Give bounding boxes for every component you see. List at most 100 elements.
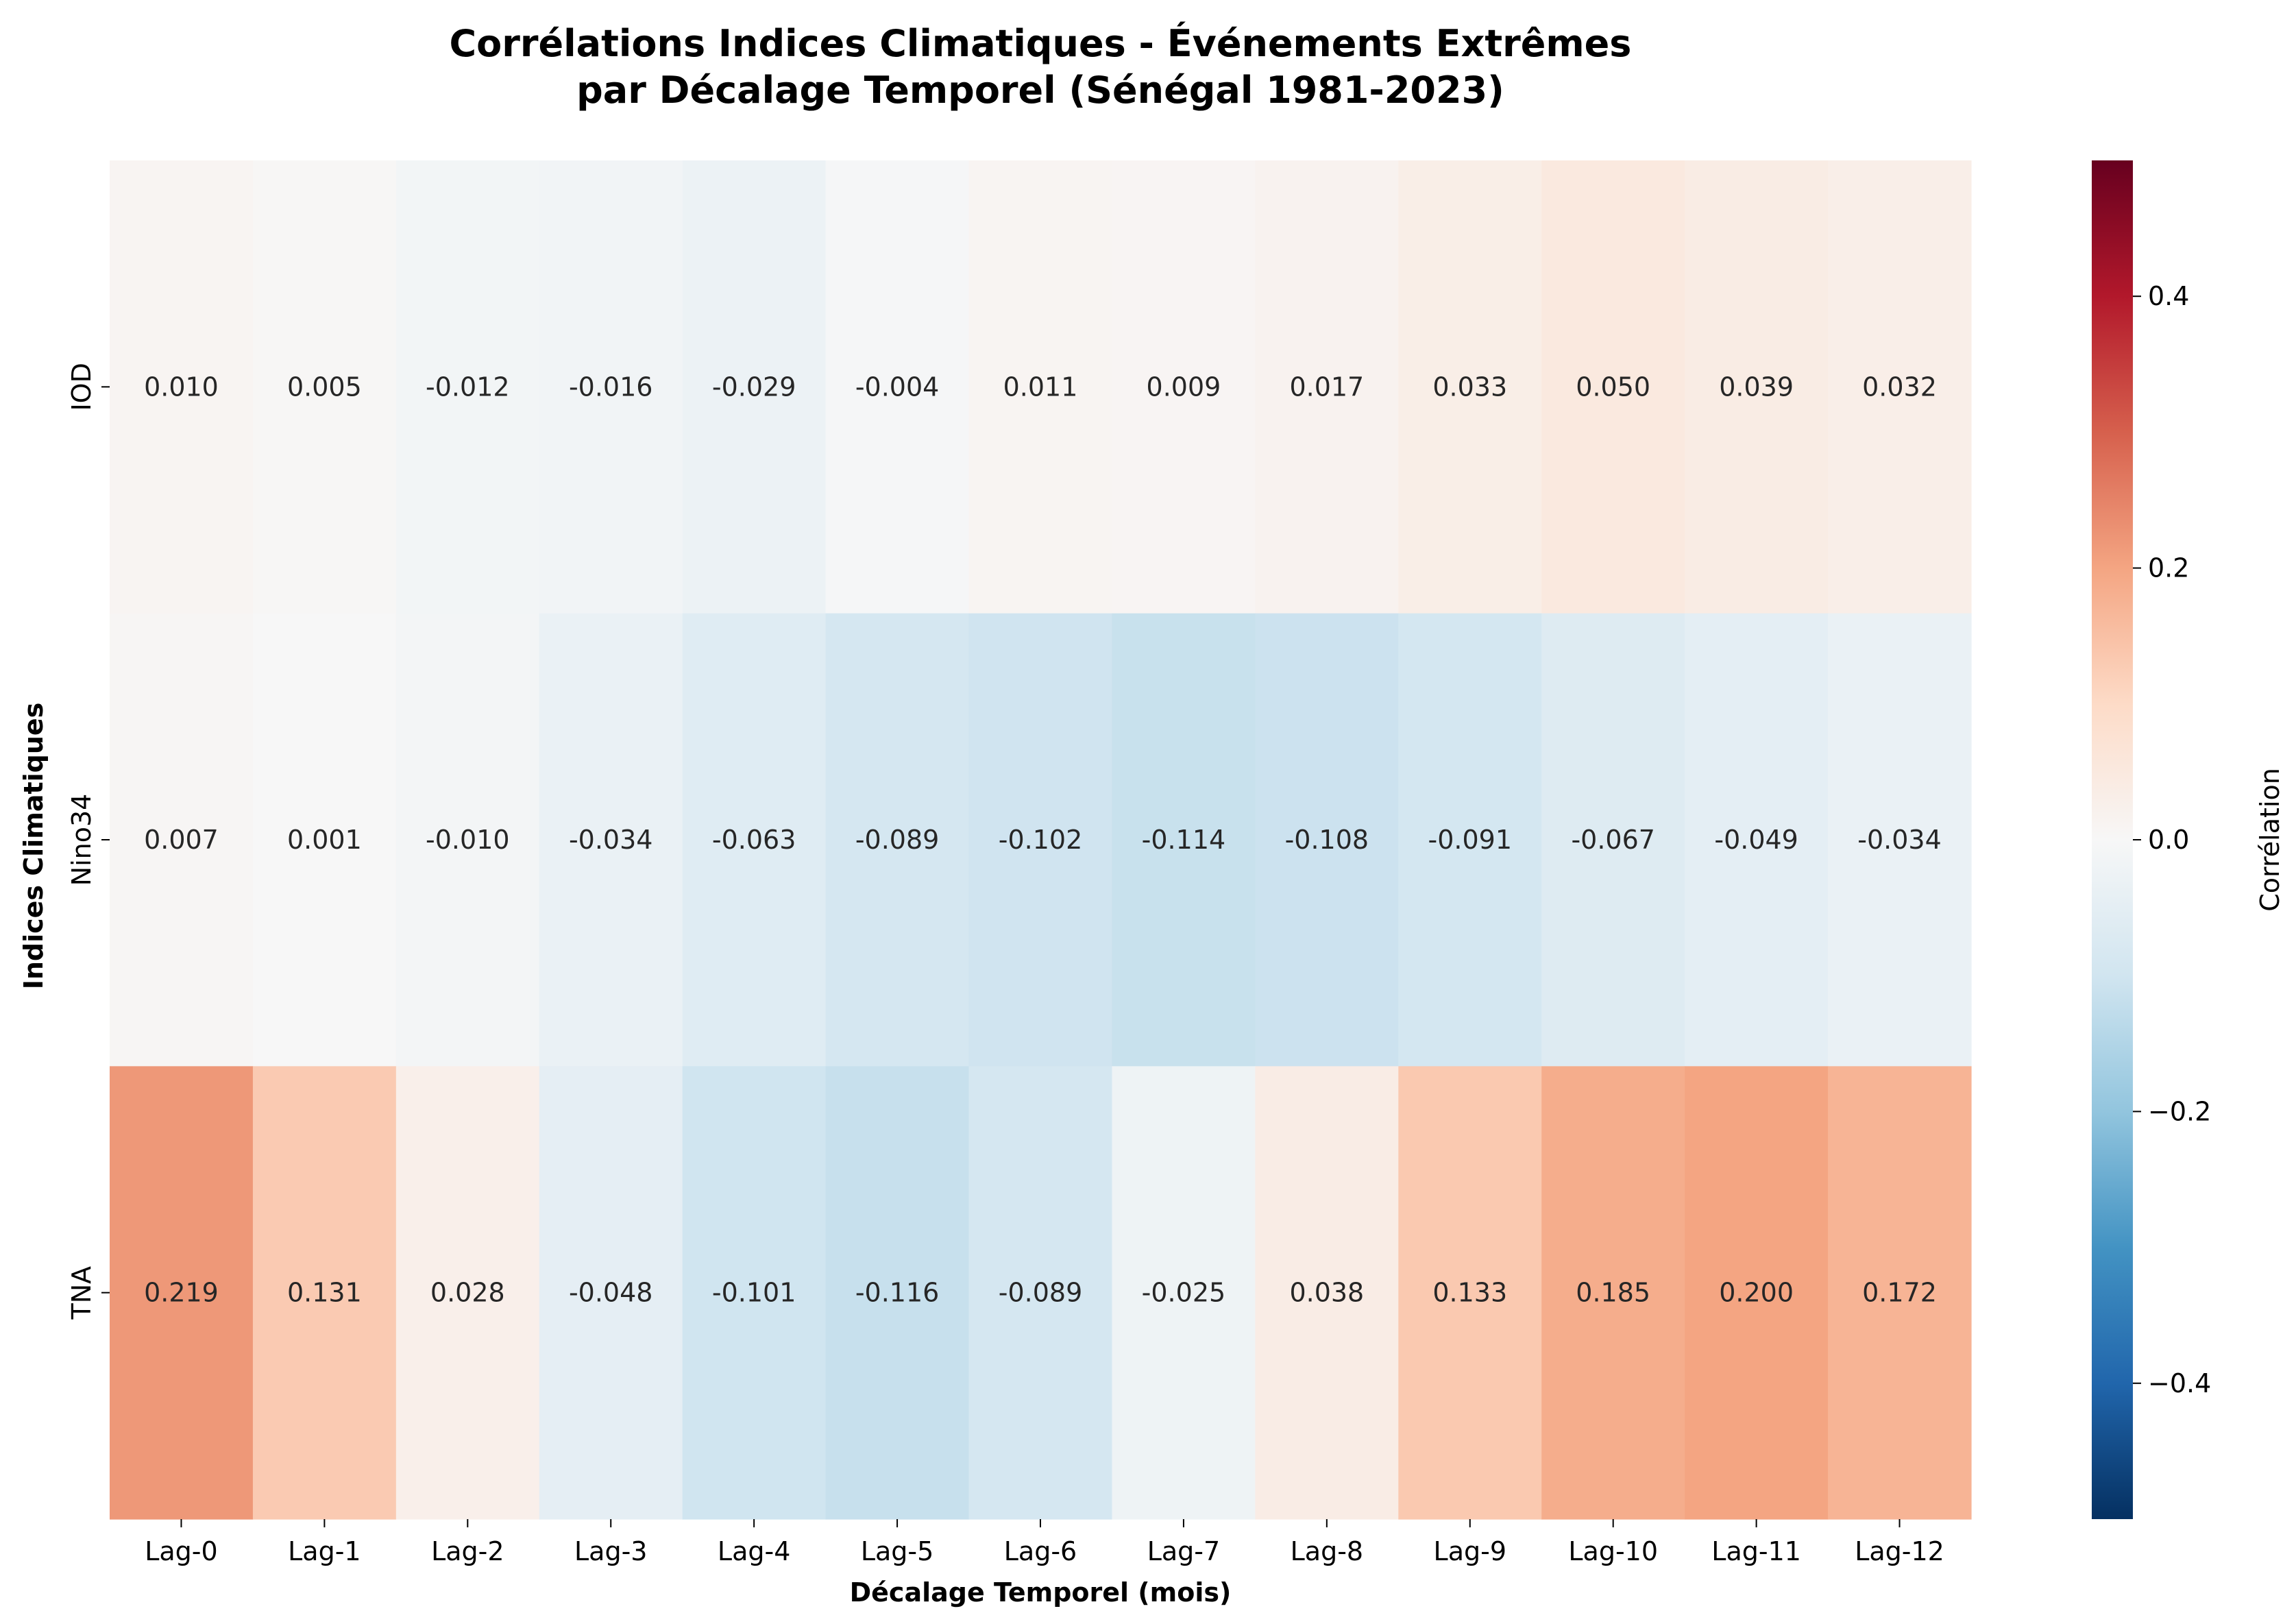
heatmap-annotations: 0.010 0.005 -0.012 -0.016 -0.029 -0.004 0.011 0… bbox=[144, 372, 1942, 1307]
heatmap-cell-nino34-lag-12 bbox=[1828, 613, 1972, 1067]
cell-value-label: 0.005 bbox=[287, 372, 362, 402]
heatmap-cell-tna-lag-6 bbox=[968, 1066, 1113, 1520]
x-tick-label: Lag-6 bbox=[1004, 1536, 1077, 1566]
colorbar-ticks: 0.4 0.2 0.0 −0.2 −0.4 bbox=[2133, 281, 2211, 1398]
y-tick-label: IOD bbox=[66, 363, 97, 411]
chart-title-line-2: par Décalage Temporel (Sénégal 1981-2023… bbox=[576, 69, 1504, 112]
chart-title-line-1: Corrélations Indices Climatiques - Événe… bbox=[450, 22, 1632, 65]
cell-value-label: -0.049 bbox=[1714, 825, 1798, 855]
cell-value-label: -0.025 bbox=[1142, 1278, 1226, 1308]
heatmap-cell-iod-lag-6 bbox=[968, 160, 1113, 614]
heatmap-cell-tna-lag-1 bbox=[252, 1066, 397, 1520]
cell-value-label: -0.102 bbox=[999, 825, 1083, 855]
heatmap-cell-nino34-lag-1 bbox=[252, 613, 397, 1067]
cell-value-label: -0.089 bbox=[855, 825, 940, 855]
cell-value-label: -0.063 bbox=[712, 825, 796, 855]
heatmap-cell-nino34-lag-2 bbox=[395, 613, 540, 1067]
x-tick-label: Lag-5 bbox=[861, 1536, 933, 1566]
cell-value-label: -0.067 bbox=[1571, 825, 1655, 855]
cell-value-label: 0.172 bbox=[1862, 1278, 1937, 1308]
cell-value-label: 0.033 bbox=[1432, 372, 1507, 402]
cell-value-label: 0.028 bbox=[430, 1278, 505, 1308]
colorbar-gradient bbox=[2092, 160, 2133, 1519]
cell-value-label: -0.108 bbox=[1285, 825, 1369, 855]
heatmap-cell-iod-lag-3 bbox=[539, 160, 683, 614]
heatmap-cell-nino34-lag-0 bbox=[110, 613, 254, 1067]
x-tick-label: Lag-0 bbox=[145, 1536, 217, 1566]
cell-value-label: 0.039 bbox=[1719, 372, 1794, 402]
heatmap-cell-nino34-lag-6 bbox=[968, 613, 1113, 1067]
colorbar-tick-label: 0.0 bbox=[2148, 825, 2189, 855]
x-tick-label: Lag-11 bbox=[1711, 1536, 1801, 1566]
heatmap-cell-tna-lag-0 bbox=[110, 1066, 254, 1520]
x-tick-label: Lag-9 bbox=[1434, 1536, 1506, 1566]
x-tick-label: Lag-7 bbox=[1147, 1536, 1220, 1566]
x-axis: Lag-0 Lag-1 Lag-2 Lag-3 Lag-4 Lag-5 Lag-6 Lag-7… bbox=[145, 1519, 1944, 1566]
colorbar: 0.4 0.2 0.0 −0.2 −0.4 Corrélation bbox=[2092, 160, 2285, 1519]
cell-value-label: -0.034 bbox=[569, 825, 653, 855]
x-tick-label: Lag-8 bbox=[1291, 1536, 1363, 1566]
heatmap-cell-iod-lag-2 bbox=[395, 160, 540, 614]
cell-value-label: -0.101 bbox=[712, 1278, 796, 1308]
cell-value-label: -0.034 bbox=[1857, 825, 1942, 855]
cell-value-label: 0.219 bbox=[144, 1278, 219, 1308]
cell-value-label: -0.091 bbox=[1428, 825, 1513, 855]
heatmap-cell-iod-lag-5 bbox=[825, 160, 970, 614]
colorbar-label: Corrélation bbox=[2255, 768, 2285, 912]
cell-value-label: -0.116 bbox=[855, 1278, 940, 1308]
cell-value-label: 0.200 bbox=[1719, 1278, 1794, 1308]
cell-value-label: -0.029 bbox=[712, 372, 796, 402]
heatmap-cells bbox=[110, 160, 1972, 1520]
cell-value-label: 0.017 bbox=[1289, 372, 1364, 402]
heatmap-cell-iod-lag-11 bbox=[1685, 160, 1829, 614]
heatmap-cell-iod-lag-8 bbox=[1255, 160, 1399, 614]
heatmap-cell-tna-lag-7 bbox=[1112, 1066, 1256, 1520]
x-tick-label: Lag-3 bbox=[574, 1536, 647, 1566]
cell-value-label: -0.012 bbox=[426, 372, 510, 402]
cell-value-label: -0.010 bbox=[426, 825, 510, 855]
heatmap-cell-iod-lag-1 bbox=[252, 160, 397, 614]
heatmap-cell-nino34-lag-9 bbox=[1398, 613, 1542, 1067]
cell-value-label: -0.048 bbox=[569, 1278, 653, 1308]
heatmap-cell-iod-lag-7 bbox=[1112, 160, 1256, 614]
heatmap-cell-iod-lag-0 bbox=[110, 160, 254, 614]
y-axis-label: Indices Climatiques bbox=[19, 703, 49, 990]
cell-value-label: 0.010 bbox=[144, 372, 219, 402]
y-tick-label: Nino34 bbox=[66, 794, 97, 886]
cell-value-label: 0.009 bbox=[1147, 372, 1221, 402]
heatmap-cell-nino34-lag-11 bbox=[1685, 613, 1829, 1067]
heatmap-cell-tna-lag-5 bbox=[825, 1066, 970, 1520]
heatmap-cell-nino34-lag-7 bbox=[1112, 613, 1256, 1067]
heatmap-cell-nino34-lag-5 bbox=[825, 613, 970, 1067]
heatmap-cell-nino34-lag-8 bbox=[1255, 613, 1399, 1067]
cell-value-label: 0.007 bbox=[144, 825, 219, 855]
cell-value-label: 0.032 bbox=[1862, 372, 1937, 402]
x-tick-label: Lag-1 bbox=[288, 1536, 361, 1566]
heatmap-cell-nino34-lag-10 bbox=[1541, 613, 1685, 1067]
colorbar-tick-label: −0.4 bbox=[2148, 1368, 2211, 1398]
y-tick-label: TNA bbox=[66, 1266, 97, 1320]
x-tick-label: Lag-10 bbox=[1568, 1536, 1658, 1566]
heatmap-cell-iod-lag-9 bbox=[1398, 160, 1542, 614]
cell-value-label: -0.004 bbox=[855, 372, 940, 402]
cell-value-label: 0.050 bbox=[1576, 372, 1650, 402]
y-axis: IOD Nino34 TNA bbox=[66, 363, 110, 1320]
cell-value-label: 0.011 bbox=[1003, 372, 1078, 402]
heatmap-cell-tna-lag-2 bbox=[395, 1066, 540, 1520]
cell-value-label: 0.038 bbox=[1289, 1278, 1364, 1308]
x-axis-label: Décalage Temporel (mois) bbox=[850, 1577, 1232, 1608]
heatmap-cell-nino34-lag-3 bbox=[539, 613, 683, 1067]
heatmap-cell-tna-lag-4 bbox=[682, 1066, 827, 1520]
cell-value-label: -0.089 bbox=[999, 1278, 1083, 1308]
heatmap-cell-tna-lag-11 bbox=[1685, 1066, 1829, 1520]
heatmap-cell-iod-lag-10 bbox=[1541, 160, 1685, 614]
heatmap-cell-tna-lag-8 bbox=[1255, 1066, 1399, 1520]
heatmap-cell-nino34-lag-4 bbox=[682, 613, 827, 1067]
heatmap-cell-tna-lag-3 bbox=[539, 1066, 683, 1520]
heatmap-cell-tna-lag-10 bbox=[1541, 1066, 1685, 1520]
x-tick-label: Lag-12 bbox=[1855, 1536, 1944, 1566]
cell-value-label: 0.131 bbox=[287, 1278, 362, 1308]
cell-value-label: -0.016 bbox=[569, 372, 653, 402]
cell-value-label: 0.133 bbox=[1432, 1278, 1507, 1308]
heatmap-cell-iod-lag-12 bbox=[1828, 160, 1972, 614]
